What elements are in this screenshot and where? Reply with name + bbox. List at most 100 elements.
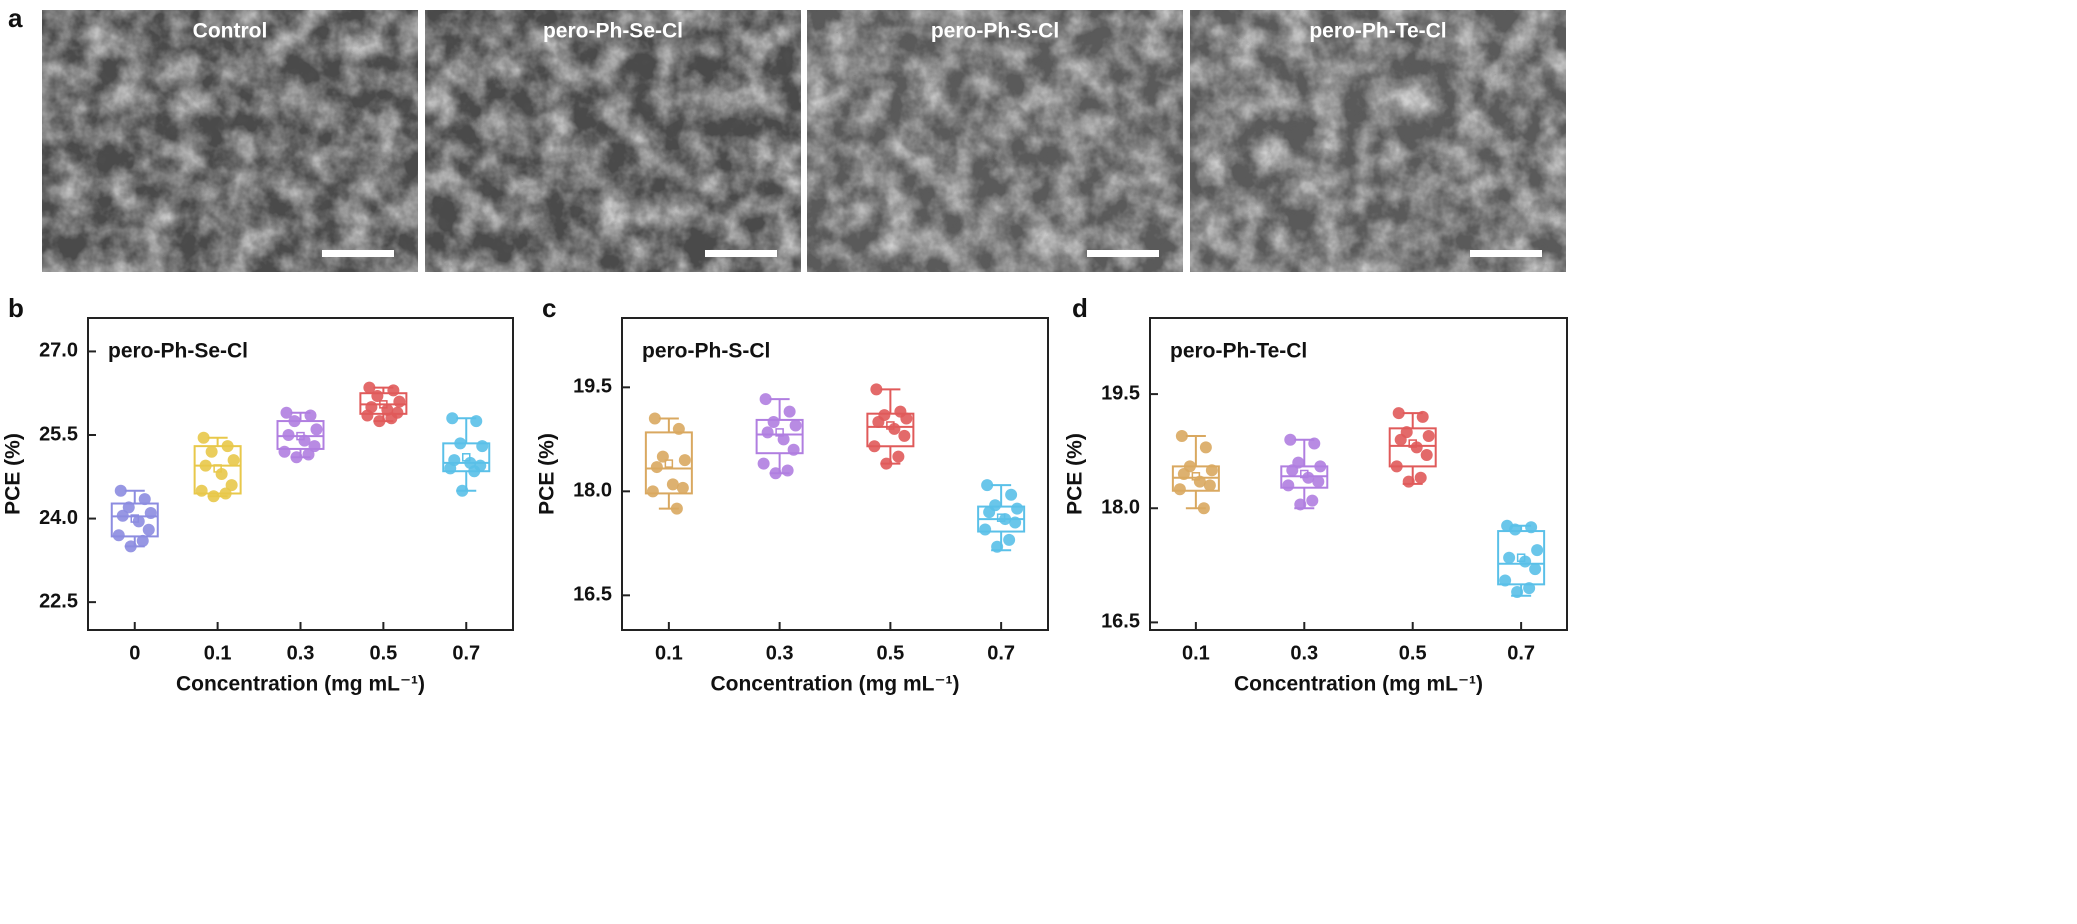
data-point: [1282, 479, 1295, 492]
x-tick-label: 0.7: [987, 642, 1015, 664]
data-point: [769, 467, 782, 480]
y-tick-label: 24.0: [39, 507, 78, 529]
data-point: [1308, 437, 1321, 450]
data-point: [1286, 464, 1299, 477]
x-tick-label: 0.1: [1182, 642, 1210, 664]
data-point: [468, 465, 481, 478]
x-tick-label: 0.5: [369, 642, 397, 664]
data-point: [1197, 502, 1210, 515]
data-point: [1499, 574, 1512, 587]
data-point: [138, 493, 151, 506]
data-point: [132, 515, 145, 528]
data-point: [476, 440, 489, 453]
scale-bar: [1087, 250, 1159, 257]
data-point: [444, 462, 457, 475]
x-axis-label: Concentration (mg mL⁻¹): [1234, 673, 1483, 696]
data-point: [142, 523, 155, 536]
data-point: [1402, 475, 1415, 488]
data-point: [290, 451, 303, 464]
y-axis-label: PCE (%): [2, 433, 25, 515]
data-point: [678, 454, 691, 467]
x-tick-label: 0.5: [1399, 642, 1427, 664]
data-point: [454, 437, 467, 450]
data-point: [898, 429, 911, 442]
plot-title: pero-Ph-Se-Cl: [108, 340, 248, 363]
data-point: [646, 485, 659, 498]
x-tick-label: 0.3: [1290, 642, 1318, 664]
data-point: [1205, 464, 1218, 477]
x-tick-label: 0.3: [287, 642, 315, 664]
y-tick-label: 18.0: [1101, 497, 1140, 519]
data-point: [280, 406, 293, 419]
data-point: [656, 450, 669, 463]
panel-label: b: [8, 293, 24, 323]
data-point: [888, 422, 901, 435]
data-point: [1422, 429, 1435, 442]
data-point: [112, 529, 125, 542]
data-point: [371, 390, 384, 402]
x-tick-label: 0.1: [655, 642, 683, 664]
x-tick-label: 0.1: [204, 642, 232, 664]
x-tick-label: 0.5: [876, 642, 904, 664]
data-point: [1175, 429, 1188, 442]
data-point: [870, 383, 883, 396]
sem-texture: [1190, 10, 1566, 272]
y-tick-label: 18.0: [573, 480, 612, 502]
data-point: [302, 448, 315, 461]
x-tick-label: 0.3: [766, 642, 794, 664]
data-point: [225, 479, 238, 492]
data-point: [195, 484, 208, 497]
image-label: pero-Ph-Te-Cl: [1309, 20, 1446, 43]
data-point: [1414, 471, 1427, 484]
data-point: [781, 464, 794, 477]
data-point: [197, 431, 210, 444]
data-point: [868, 440, 881, 453]
data-point: [124, 540, 137, 553]
data-point: [880, 457, 893, 470]
data-point: [1394, 433, 1407, 446]
image-label: pero-Ph-Se-Cl: [543, 20, 683, 43]
box: [644, 431, 693, 495]
data-point: [1390, 460, 1403, 473]
data-point: [1193, 475, 1206, 488]
data-point: [310, 423, 323, 436]
data-point: [114, 484, 127, 497]
box: [755, 418, 804, 455]
sem-texture: [425, 10, 801, 272]
data-point: [1511, 585, 1524, 598]
data-point: [1294, 498, 1307, 511]
box: [866, 412, 915, 448]
data-point: [144, 507, 157, 519]
plot-frame: [621, 317, 1049, 631]
data-point: [787, 443, 800, 456]
data-point: [1519, 555, 1532, 568]
data-point: [363, 381, 376, 394]
data-point: [219, 487, 232, 500]
data-point: [999, 513, 1012, 526]
data-point: [446, 412, 459, 425]
data-point: [767, 416, 780, 428]
data-point: [1525, 521, 1538, 534]
data-point: [199, 459, 212, 472]
data-point: [759, 393, 772, 406]
data-point: [1531, 544, 1544, 557]
x-axis-label: Concentration (mg mL⁻¹): [710, 673, 959, 696]
data-point: [298, 434, 311, 447]
x-tick-label: 0.7: [452, 642, 480, 664]
panel-label: c: [542, 293, 556, 323]
data-point: [215, 468, 228, 480]
data-point: [470, 415, 483, 428]
y-tick-label: 16.5: [1101, 611, 1140, 633]
data-point: [1203, 479, 1216, 492]
sem-texture: [807, 10, 1183, 272]
data-point: [1005, 488, 1018, 501]
sem-texture: [42, 10, 418, 272]
scale-bar: [1470, 250, 1542, 257]
data-point: [385, 412, 398, 425]
data-point: [393, 395, 406, 408]
y-tick-label: 19.5: [1101, 382, 1140, 404]
data-point: [387, 384, 400, 397]
data-point: [373, 415, 386, 428]
box: [1388, 427, 1437, 468]
plot-title: pero-Ph-Te-Cl: [1170, 340, 1307, 363]
